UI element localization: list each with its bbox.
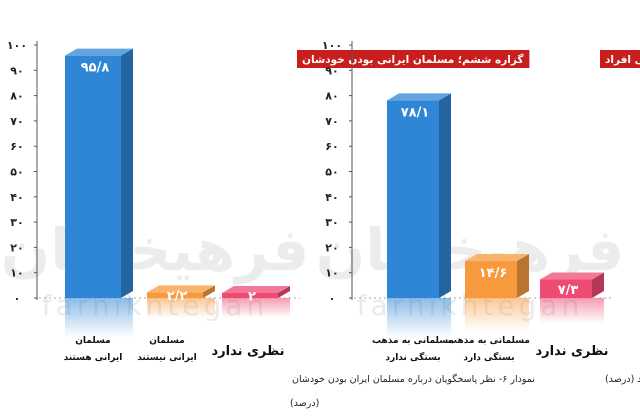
category-label: مسلمان <box>149 336 185 346</box>
y-tick-label: ۳۰ <box>325 216 338 229</box>
y-tick-label: ۲۰ <box>325 241 338 254</box>
category-label: ایرانی هستند <box>64 353 123 363</box>
chart-title: گزاره پنجم؛ مسلمانی افراد <box>605 53 640 66</box>
category-label: بستگی ندارد <box>385 351 440 363</box>
y-tick-label: ۴۰ <box>10 191 23 204</box>
chart-title: گزاره ششم؛ مسلمان ایرانی بودن خودشان <box>302 53 524 66</box>
bar-side <box>278 285 290 298</box>
category-label: مسلمان <box>75 336 111 346</box>
chart-title-bg <box>600 50 640 68</box>
y-tick-label: ۴۰ <box>325 191 338 204</box>
bar <box>387 100 439 298</box>
bar <box>65 55 121 298</box>
bar-reflection <box>540 298 604 324</box>
category-label: مسلمانی به مذهب <box>372 336 454 346</box>
y-tick-label: ۱۰۰ <box>7 39 27 52</box>
y-tick-label: ۸۰ <box>10 90 23 103</box>
category-label: نظری ندارد <box>535 344 608 359</box>
y-tick-label: ۳۰ <box>10 216 23 229</box>
y-tick-label: ۹۰ <box>325 64 338 77</box>
y-tick-label: ۶۰ <box>325 140 338 153</box>
y-tick-label: ۷۰ <box>325 115 338 128</box>
category-label: بستگی دارد <box>463 351 514 363</box>
chart-caption: نمودار ۶- نظر پاسخگویان درباره مسلمان ای… <box>292 373 535 385</box>
bar-value-label: ۹۵/۸ <box>81 61 110 76</box>
y-tick-label: ۶۰ <box>10 140 23 153</box>
bar-top <box>65 48 133 56</box>
bar <box>222 292 278 298</box>
chart-caption: نمودار ۵- نظر پاسخگویان درباره مسلمانی ا… <box>605 373 640 385</box>
y-tick-label: ۰ <box>329 292 336 305</box>
y-tick-label: ۵۰ <box>10 166 23 179</box>
chart-panel-2: ۰ ۱۰ ۲۰ ۳۰ ۴۰ ۵۰ ۶۰ ۷۰ ۸۰ ۹۰ ۱۰۰ گزاره پنجم؛ مسلمان… <box>322 39 640 385</box>
bar-top <box>387 93 451 101</box>
y-tick-label: ۱۰ <box>10 267 23 280</box>
bar <box>465 261 517 298</box>
bar-side <box>203 285 215 298</box>
bar-top <box>147 285 215 293</box>
chart-unit: (درصد) <box>290 398 319 409</box>
bar-side <box>121 48 133 298</box>
bar-side <box>592 272 604 298</box>
bar-reflection <box>147 298 215 319</box>
bar-top <box>465 254 529 262</box>
bar-side <box>517 254 529 298</box>
y-tick-label: ۰ <box>14 292 21 305</box>
bar <box>147 292 203 298</box>
bar-reflection <box>465 298 529 331</box>
y-tick-label: ۹۰ <box>10 64 23 77</box>
bar-reflection <box>387 298 451 338</box>
bar-reflection <box>222 298 290 319</box>
bar-value-label: ۷۸/۱ <box>401 105 430 120</box>
bar-reflection <box>65 298 133 338</box>
bar-top <box>222 285 290 293</box>
bar-side <box>439 93 451 298</box>
y-tick-label: ۸۰ <box>325 90 338 103</box>
bar-value-label: ۷/۳ <box>558 283 579 298</box>
y-tick-label: ۵۰ <box>325 166 338 179</box>
y-tick-label: ۲۰ <box>10 241 23 254</box>
bar <box>540 279 592 298</box>
y-tick-label: ۱۰۰ <box>322 39 342 52</box>
category-label: ایرانی نیستند <box>137 353 197 363</box>
bar-value-label: ۲/۲ <box>167 289 188 304</box>
category-label: نظری ندارد <box>211 344 284 359</box>
watermark-persian: فرهیختگان <box>1 216 309 285</box>
y-tick-label: ۱۰ <box>325 267 338 280</box>
bar-top <box>540 272 604 280</box>
y-tick-label: ۷۰ <box>10 115 23 128</box>
bar-value-label: ۲ <box>248 289 256 304</box>
category-label: مسلمانی به مذهب <box>448 336 530 346</box>
chart-title-bg <box>297 50 530 68</box>
bar-value-label: ۱۴/۶ <box>479 266 508 281</box>
